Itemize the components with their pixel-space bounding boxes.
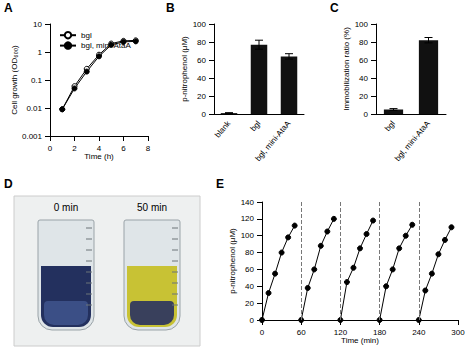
svg-text:B: B bbox=[166, 1, 175, 15]
svg-text:bgl, mini-AtaA: bgl, mini-AtaA bbox=[81, 41, 131, 50]
svg-text:0: 0 bbox=[260, 328, 265, 337]
svg-text:240: 240 bbox=[412, 328, 426, 337]
svg-text:2: 2 bbox=[72, 144, 77, 153]
svg-text:120: 120 bbox=[334, 328, 348, 337]
svg-text:4: 4 bbox=[97, 144, 102, 153]
svg-text:20: 20 bbox=[359, 92, 368, 101]
svg-text:60: 60 bbox=[297, 328, 306, 337]
svg-text:8: 8 bbox=[146, 144, 151, 153]
svg-text:0.1: 0.1 bbox=[31, 76, 43, 85]
svg-text:60: 60 bbox=[245, 265, 254, 274]
svg-text:0 min: 0 min bbox=[54, 202, 78, 213]
svg-text:bgl, mini-AtaA: bgl, mini-AtaA bbox=[254, 119, 293, 163]
svg-text:120: 120 bbox=[241, 214, 255, 223]
svg-text:Cell growth (OD₆₀₀): Cell growth (OD₆₀₀) bbox=[10, 45, 19, 115]
svg-text:0: 0 bbox=[250, 316, 255, 325]
svg-text:80: 80 bbox=[197, 38, 206, 47]
svg-text:60: 60 bbox=[359, 56, 368, 65]
svg-text:bgl, mini-AtaA: bgl, mini-AtaA bbox=[393, 119, 432, 163]
svg-text:D: D bbox=[4, 177, 13, 191]
svg-text:Time (h): Time (h) bbox=[84, 152, 114, 161]
svg-text:40: 40 bbox=[245, 282, 254, 291]
svg-text:140: 140 bbox=[241, 198, 255, 207]
svg-text:50 min: 50 min bbox=[137, 202, 167, 213]
svg-text:6: 6 bbox=[121, 144, 126, 153]
svg-text:20: 20 bbox=[245, 299, 254, 308]
svg-text:40: 40 bbox=[197, 74, 206, 83]
svg-text:0: 0 bbox=[202, 110, 207, 119]
svg-text:60: 60 bbox=[197, 56, 206, 65]
svg-text:100: 100 bbox=[241, 231, 255, 240]
svg-text:80: 80 bbox=[359, 38, 368, 47]
svg-text:0.01: 0.01 bbox=[26, 104, 42, 113]
svg-text:C: C bbox=[330, 1, 339, 15]
svg-text:40: 40 bbox=[359, 74, 368, 83]
svg-text:10: 10 bbox=[33, 20, 42, 29]
svg-text:E: E bbox=[216, 177, 224, 191]
svg-text:180: 180 bbox=[373, 328, 387, 337]
svg-text:100: 100 bbox=[193, 20, 207, 29]
svg-text:bgl: bgl bbox=[383, 119, 397, 133]
svg-text:A: A bbox=[4, 1, 13, 15]
svg-text:0: 0 bbox=[48, 144, 53, 153]
svg-text:80: 80 bbox=[245, 248, 254, 257]
svg-text:20: 20 bbox=[197, 92, 206, 101]
svg-text:1: 1 bbox=[38, 48, 43, 57]
svg-text:bgl: bgl bbox=[81, 31, 92, 40]
svg-text:bgl: bgl bbox=[249, 119, 263, 133]
svg-text:100: 100 bbox=[355, 20, 369, 29]
svg-text:blank: blank bbox=[213, 118, 233, 139]
svg-text:300: 300 bbox=[451, 328, 465, 337]
svg-text:p-nitrophenol (μM): p-nitrophenol (μM) bbox=[228, 228, 237, 294]
svg-text:p-nitrophenol (μM): p-nitrophenol (μM) bbox=[180, 36, 189, 102]
svg-text:0: 0 bbox=[364, 110, 369, 119]
svg-text:0.001: 0.001 bbox=[22, 132, 43, 141]
svg-text:Time (min): Time (min) bbox=[341, 336, 379, 345]
svg-text:Immobilization ratio (%): Immobilization ratio (%) bbox=[342, 27, 351, 111]
